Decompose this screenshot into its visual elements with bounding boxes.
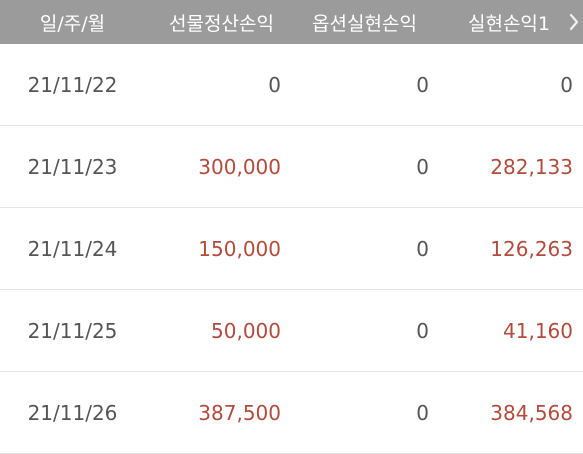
table-row[interactable]: 21/11/22 0 0 0 [0, 44, 583, 126]
table-row[interactable]: 21/11/23 300,000 0 282,133 [0, 126, 583, 208]
table-row[interactable]: 21/11/24 150,000 0 126,263 [0, 208, 583, 290]
cell-options-realized-pnl: 0 [416, 318, 429, 343]
cell-date: 21/11/23 [27, 154, 118, 179]
cell-realized-pnl: 41,160 [503, 318, 573, 343]
column-header-options-realized-pnl[interactable]: 옵션실현손익 [312, 12, 417, 35]
column-header-futures-settlement-pnl[interactable]: 선물정산손익 [169, 12, 274, 35]
column-header-period[interactable]: 일/주/월 [39, 12, 106, 35]
cell-date: 21/11/26 [27, 400, 118, 425]
table-row[interactable]: 21/11/26 387,500 0 384,568 [0, 372, 583, 454]
cell-date: 21/11/24 [27, 236, 118, 261]
table-row[interactable]: 21/11/25 50,000 0 41,160 [0, 290, 583, 372]
table-header: 일/주/월 선물정산손익 옵션실현손익 실현손익1 [0, 0, 583, 44]
chevron-right-icon[interactable] [567, 11, 581, 33]
cell-options-realized-pnl: 0 [416, 154, 429, 179]
cell-options-realized-pnl: 0 [416, 72, 429, 97]
cell-date: 21/11/25 [27, 318, 118, 343]
cell-date: 21/11/22 [27, 72, 118, 97]
cell-futures-settlement-pnl: 300,000 [198, 154, 281, 179]
cell-realized-pnl: 282,133 [490, 154, 573, 179]
cell-realized-pnl: 384,568 [490, 400, 573, 425]
cell-options-realized-pnl: 0 [416, 400, 429, 425]
cell-futures-settlement-pnl: 387,500 [198, 400, 281, 425]
cell-options-realized-pnl: 0 [416, 236, 429, 261]
cell-realized-pnl: 126,263 [490, 236, 573, 261]
cell-futures-settlement-pnl: 50,000 [211, 318, 281, 343]
cell-realized-pnl: 0 [560, 72, 573, 97]
cell-futures-settlement-pnl: 0 [268, 72, 281, 97]
column-header-realized-pnl[interactable]: 실현손익1 [467, 12, 550, 35]
cell-futures-settlement-pnl: 150,000 [198, 236, 281, 261]
